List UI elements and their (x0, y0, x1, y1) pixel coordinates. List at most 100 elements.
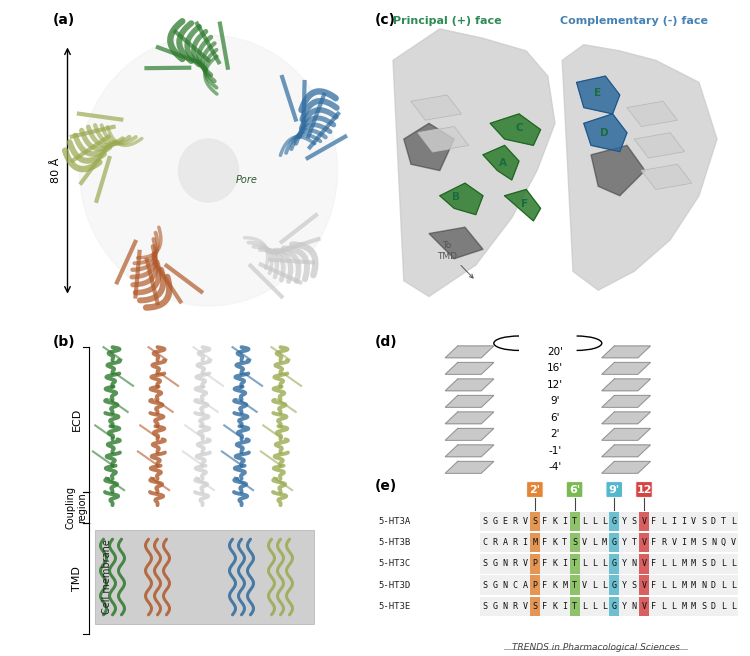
Text: L: L (730, 602, 736, 611)
Text: G: G (612, 538, 616, 547)
Text: F: F (652, 538, 656, 547)
Text: N: N (701, 581, 706, 590)
Text: Cell membrane: Cell membrane (102, 540, 112, 615)
Text: 12': 12' (547, 380, 563, 390)
Text: N: N (503, 602, 508, 611)
FancyBboxPatch shape (530, 533, 540, 552)
Text: N: N (632, 602, 637, 611)
Text: P: P (532, 560, 537, 568)
FancyBboxPatch shape (480, 575, 738, 595)
Polygon shape (505, 190, 541, 221)
FancyBboxPatch shape (569, 533, 580, 552)
Text: G: G (612, 581, 616, 590)
Text: A: A (503, 538, 508, 547)
FancyBboxPatch shape (530, 596, 540, 616)
Polygon shape (562, 45, 717, 290)
Polygon shape (602, 346, 650, 358)
Text: S: S (483, 560, 488, 568)
Text: S: S (483, 581, 488, 590)
FancyBboxPatch shape (569, 575, 580, 595)
FancyBboxPatch shape (94, 530, 314, 625)
FancyBboxPatch shape (609, 596, 619, 616)
Text: L: L (662, 581, 666, 590)
Text: F: F (520, 199, 528, 209)
Polygon shape (602, 379, 650, 391)
Text: S: S (572, 538, 577, 547)
Polygon shape (393, 29, 555, 297)
Polygon shape (446, 461, 494, 473)
Text: C: C (483, 538, 488, 547)
FancyBboxPatch shape (609, 554, 619, 574)
Polygon shape (446, 346, 494, 358)
FancyBboxPatch shape (639, 554, 649, 574)
Text: V: V (641, 517, 646, 526)
Text: L: L (721, 560, 726, 568)
Text: K: K (552, 517, 557, 526)
Text: A: A (499, 157, 507, 168)
Text: R: R (512, 560, 517, 568)
Text: L: L (671, 581, 676, 590)
Text: 16': 16' (547, 363, 563, 373)
FancyBboxPatch shape (480, 533, 738, 552)
Text: V: V (582, 538, 587, 547)
Text: K: K (552, 581, 557, 590)
Text: (c): (c) (375, 13, 396, 27)
Text: T: T (721, 517, 726, 526)
Text: D: D (600, 129, 609, 138)
Text: V: V (523, 517, 527, 526)
Text: L: L (582, 517, 587, 526)
Text: M: M (691, 581, 696, 590)
Text: L: L (730, 560, 736, 568)
Polygon shape (419, 127, 469, 152)
Text: M: M (602, 538, 607, 547)
Text: S: S (483, 602, 488, 611)
Text: 5-HT3E: 5-HT3E (379, 602, 411, 611)
Text: G: G (493, 560, 498, 568)
Text: V: V (641, 602, 646, 611)
Polygon shape (440, 183, 483, 215)
Text: Coupling
region: Coupling region (66, 486, 87, 529)
FancyBboxPatch shape (609, 512, 619, 531)
Text: 9': 9' (609, 485, 619, 495)
Text: TRENDS in Pharmacological Sciences: TRENDS in Pharmacological Sciences (512, 644, 680, 653)
Text: Principal (+) face: Principal (+) face (393, 16, 501, 26)
Text: D: D (711, 602, 716, 611)
Polygon shape (602, 412, 650, 424)
Text: A: A (523, 581, 527, 590)
Text: ECD: ECD (71, 408, 82, 431)
Text: L: L (592, 517, 597, 526)
FancyBboxPatch shape (480, 596, 738, 616)
Text: L: L (592, 602, 597, 611)
Polygon shape (602, 396, 650, 407)
Text: T: T (572, 602, 577, 611)
Text: M: M (681, 560, 686, 568)
Text: L: L (602, 517, 607, 526)
Text: Q: Q (721, 538, 726, 547)
Text: N: N (503, 581, 508, 590)
Text: Y: Y (622, 560, 627, 568)
FancyBboxPatch shape (530, 554, 540, 574)
Text: Y: Y (622, 602, 627, 611)
Text: T: T (572, 581, 577, 590)
Text: F: F (542, 560, 548, 568)
Text: T: T (632, 538, 637, 547)
FancyBboxPatch shape (606, 482, 622, 497)
Polygon shape (584, 114, 627, 152)
Text: I: I (681, 517, 686, 526)
Polygon shape (404, 123, 454, 171)
Text: T: T (562, 538, 567, 547)
Polygon shape (591, 146, 645, 195)
Text: M: M (691, 538, 696, 547)
Polygon shape (446, 428, 494, 440)
Text: K: K (552, 560, 557, 568)
Text: Complementary (-) face: Complementary (-) face (560, 16, 708, 26)
Text: -4': -4' (548, 462, 562, 472)
Text: R: R (512, 517, 517, 526)
Text: L: L (602, 602, 607, 611)
Text: M: M (562, 581, 567, 590)
Text: V: V (691, 517, 696, 526)
Text: L: L (721, 602, 726, 611)
Text: N: N (503, 560, 508, 568)
Text: Y: Y (622, 581, 627, 590)
Text: To
TMD: To TMD (437, 241, 473, 278)
